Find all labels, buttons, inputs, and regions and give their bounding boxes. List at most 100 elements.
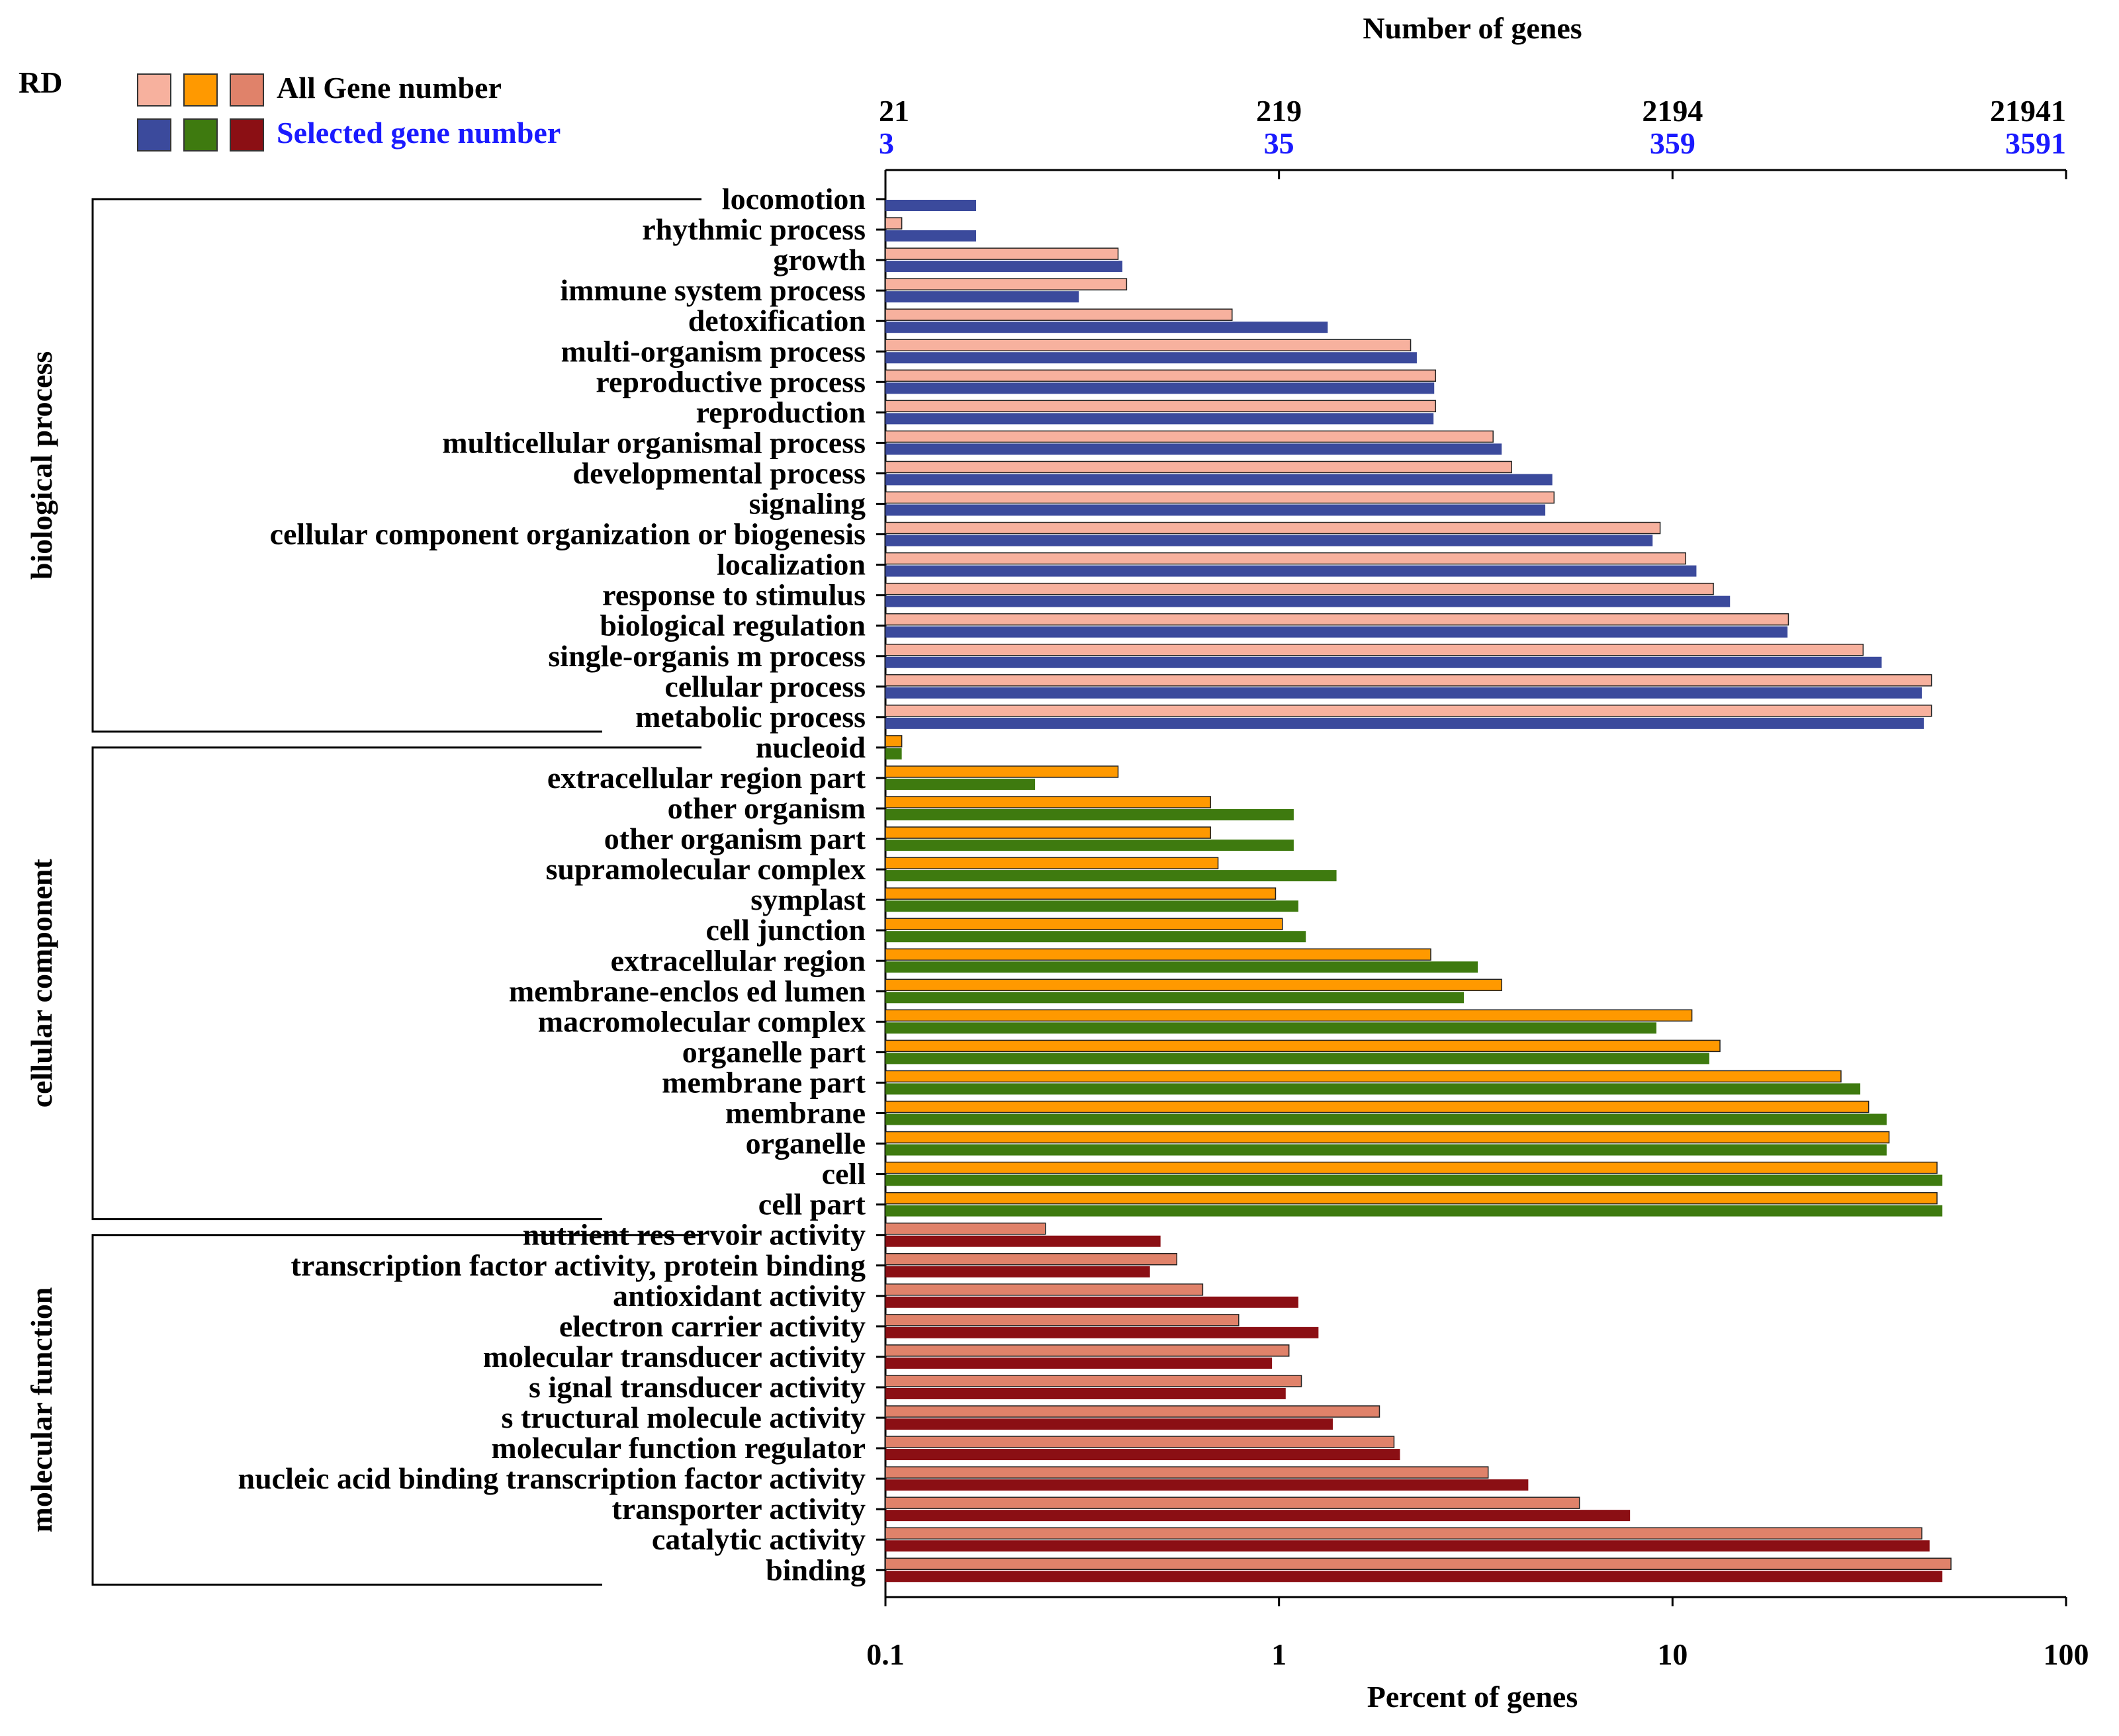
category-label: growth: [773, 243, 866, 277]
bar-all: [885, 765, 1119, 778]
bar-selected: [885, 778, 1036, 790]
category-label: organelle: [746, 1127, 866, 1160]
bar-all: [885, 247, 1119, 260]
category-label: symplast: [750, 883, 866, 916]
top-tick-label-selected: 3: [879, 126, 894, 160]
bottom-axis-title: Percent of genes: [1367, 1680, 1578, 1714]
category-label: extracellular region: [611, 943, 866, 977]
bar-selected: [885, 1113, 1887, 1125]
bar-all: [885, 491, 1555, 504]
bar-all: [885, 613, 1789, 626]
category-label: membrane-enclos ed lumen: [509, 974, 866, 1008]
bar-all: [885, 1131, 1890, 1144]
bar-all: [885, 1100, 1870, 1113]
bar-selected: [885, 595, 1731, 607]
bar-selected: [885, 230, 977, 242]
bar-all: [885, 644, 1864, 656]
category-label: membrane part: [662, 1065, 866, 1099]
group-bracket: [91, 1234, 701, 1586]
category-label: membrane: [725, 1096, 866, 1130]
top-axis-title: Number of genes: [1363, 11, 1582, 45]
bar-all: [885, 1557, 1952, 1570]
top-tick-label-all: 219: [1256, 94, 1302, 128]
category-label: nucleoid: [756, 730, 866, 764]
category-label: cell junction: [706, 913, 866, 947]
bar-selected: [885, 1266, 1150, 1278]
category-label: catalytic activity: [652, 1522, 866, 1556]
bar-selected: [885, 474, 1553, 486]
bar-all: [885, 1405, 1380, 1418]
category-label: antioxidant activity: [613, 1279, 866, 1313]
category-label: s tructural molecule activity: [501, 1401, 866, 1434]
bar-all: [885, 1253, 1178, 1266]
legend-swatch-selected-2: [183, 118, 218, 152]
category-label: transporter activity: [611, 1492, 866, 1526]
category-label: response to stimulus: [602, 578, 866, 612]
bar-selected: [885, 352, 1417, 364]
bar-selected: [885, 565, 1697, 577]
top-tick-label-all: 21: [879, 94, 909, 128]
category-label: other organism: [668, 791, 866, 825]
bar-all: [885, 1344, 1290, 1357]
top-tick-label-all: 21941: [1990, 94, 2066, 128]
bar-selected: [885, 413, 1434, 425]
legend-swatch-all-3: [230, 73, 264, 107]
bar-selected: [885, 443, 1502, 455]
bar-selected: [885, 656, 1882, 668]
bar-all: [885, 857, 1219, 869]
bar-selected: [885, 687, 1922, 699]
bar-selected: [885, 1571, 1943, 1583]
legend-swatch-selected-1: [137, 118, 171, 152]
bar-all: [885, 308, 1233, 321]
bar-selected: [885, 322, 1328, 333]
category-label: localization: [717, 548, 866, 582]
top-tick-label-selected: 3591: [2005, 126, 2066, 160]
bar-all: [885, 887, 1277, 900]
bottom-tick-label: 0.1: [866, 1637, 905, 1671]
category-label: signaling: [749, 487, 866, 521]
bottom-tick-label: 1: [1271, 1637, 1286, 1671]
bar-selected: [885, 840, 1294, 851]
category-label: biological regulation: [600, 609, 866, 642]
category-label: other organism part: [604, 822, 866, 855]
bar-all: [885, 1283, 1204, 1296]
group-bracket: [91, 746, 701, 1221]
bar-all: [885, 217, 903, 230]
bar-all: [885, 705, 1932, 717]
bar-selected: [885, 931, 1306, 943]
bar-all: [885, 1314, 1240, 1326]
bar-selected: [885, 992, 1465, 1004]
top-tick-label-all: 2194: [1642, 94, 1703, 128]
bar-all: [885, 1222, 1046, 1235]
category-label: multi-organism process: [561, 334, 866, 368]
bar-all: [885, 1466, 1489, 1479]
legend: All Gene number Selected gene number: [137, 71, 561, 152]
category-label: single-organis m process: [548, 639, 866, 673]
category-label: electron carrier activity: [559, 1309, 866, 1343]
bar-all: [885, 1161, 1938, 1174]
bar-selected: [885, 809, 1294, 820]
bars: [885, 200, 1952, 1583]
group-bracket: [91, 198, 701, 733]
category-label: macromolecular complex: [538, 1004, 866, 1038]
bar-selected: [885, 717, 1924, 729]
bar-all: [885, 735, 903, 748]
bar-all: [885, 1009, 1693, 1022]
bar-all: [885, 582, 1714, 595]
group-label: molecular function: [24, 1287, 58, 1532]
category-label: cellular process: [664, 670, 866, 703]
category-label: nutrient res ervoir activity: [523, 1218, 866, 1252]
legend-selected-label: Selected gene number: [277, 116, 561, 150]
bar-all: [885, 1039, 1721, 1053]
bar-selected: [885, 1540, 1930, 1552]
category-label: detoxification: [688, 304, 866, 337]
bar-selected: [885, 1174, 1943, 1186]
top-tick-label-selected: 35: [1264, 126, 1294, 160]
bar-selected: [885, 900, 1298, 912]
bar-selected: [885, 1326, 1319, 1338]
bar-selected: [885, 1418, 1333, 1430]
category-label: extracellular region part: [547, 761, 866, 795]
bar-all: [885, 460, 1512, 474]
